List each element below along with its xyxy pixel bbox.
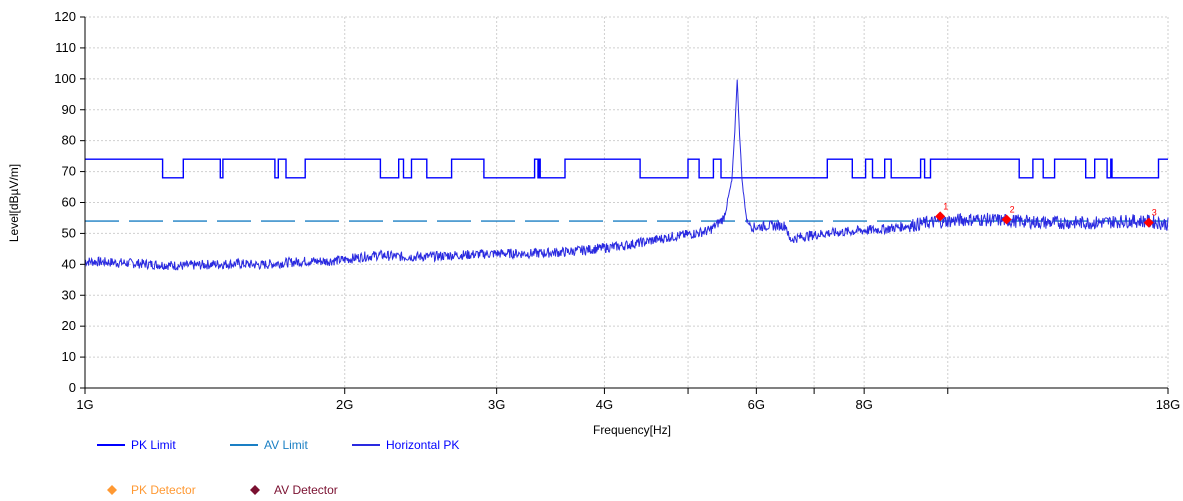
x-tick-label: 3G [488,397,505,412]
marker-point [935,211,946,222]
x-tick-label: 4G [596,397,613,412]
series-layer [84,79,1169,271]
x-tick-label: 18G [1156,397,1181,412]
y-tick-label: 10 [62,349,76,364]
x-tick-label: 8G [855,397,872,412]
legend: PK Limit AV Limit Horizontal PK PK Detector… [97,438,459,497]
marker-label: 3 [1152,208,1157,218]
y-tick-label: 100 [54,71,76,86]
marker-point [1001,214,1012,225]
series-pk-limit [85,158,1168,179]
y-tick-label: 30 [62,287,76,302]
y-tick-label: 110 [55,40,76,55]
legend-label: AV Detector [274,483,338,497]
y-tick-label: 50 [62,225,76,240]
y-tick-label: 60 [62,195,76,210]
y-tick-label: 80 [62,133,76,148]
series-horizontal-pk [84,79,1169,271]
marker-layer: 1 2 3 [935,201,1157,228]
marker-label: 1 [943,201,948,211]
legend-label: PK Limit [131,438,176,452]
legend-swatch [107,485,117,495]
marker-label: 2 [1010,205,1015,215]
axes: 0 10 20 30 40 50 60 70 80 90 100 110 120 1G 2G 3G 4G 6G 8G… [54,9,1180,412]
x-tick-label: 2G [336,397,353,412]
y-tick-label: 70 [62,164,76,179]
x-tick-label: 1G [76,397,93,412]
marker-point [1143,217,1154,228]
x-tick-label: 6G [748,397,765,412]
x-axis-title: Frequency[Hz] [593,423,671,437]
legend-swatch [250,485,260,495]
y-tick-label: 120 [54,9,76,24]
y-tick-label: 20 [62,318,76,333]
y-tick-label: 40 [62,256,76,271]
y-tick-label: 0 [69,380,76,395]
y-tick-label: 90 [62,102,76,117]
legend-label: AV Limit [264,438,308,452]
legend-label: PK Detector [131,483,196,497]
legend-label: Horizontal PK [386,438,459,452]
y-axis-title: Level[dBµV/m] [7,164,21,242]
grid [84,16,1169,389]
